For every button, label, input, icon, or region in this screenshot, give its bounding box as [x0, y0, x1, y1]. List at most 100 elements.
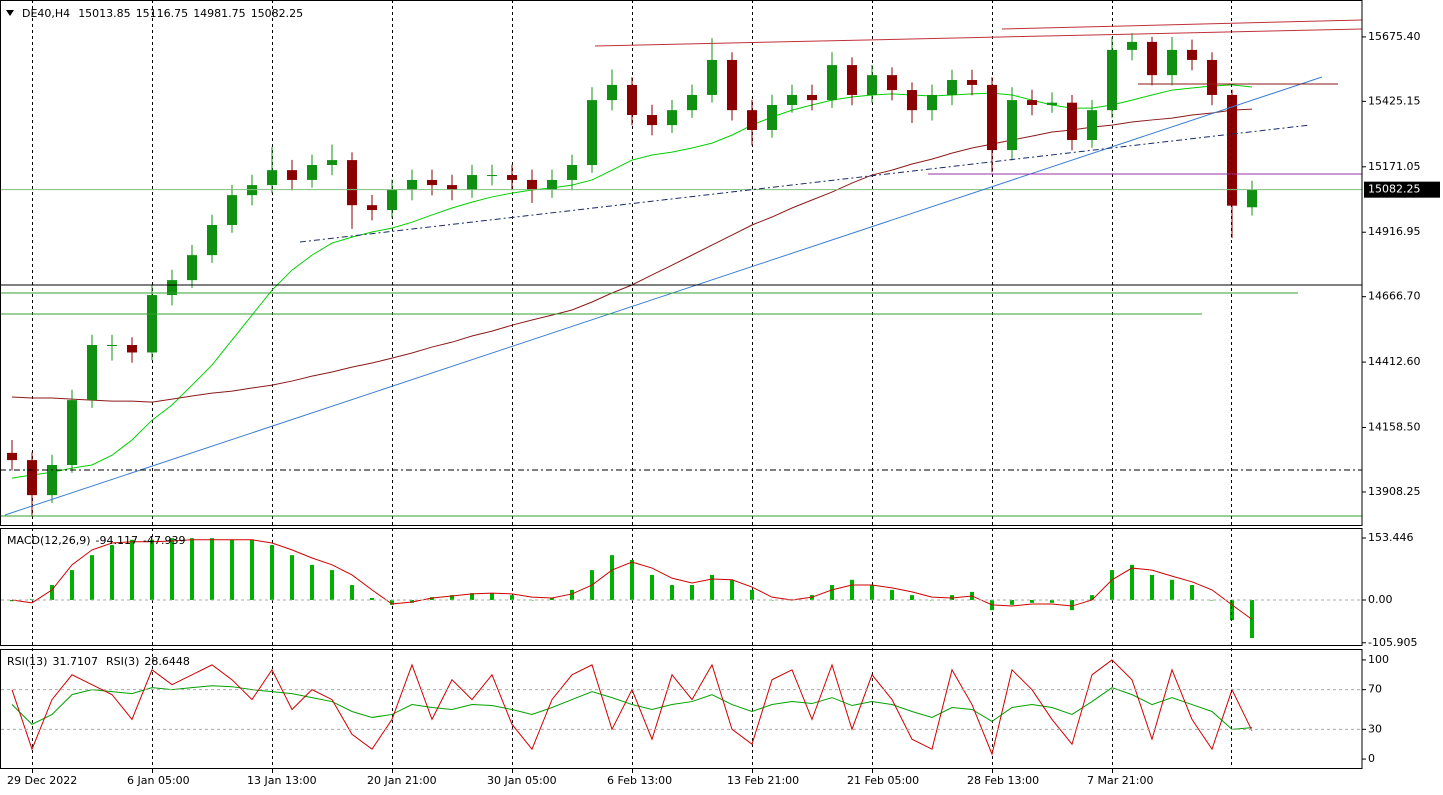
candle-body	[847, 65, 857, 95]
macd-bar	[550, 597, 554, 600]
candle-body	[287, 170, 297, 180]
candle-body	[167, 280, 177, 296]
candle-body	[427, 179, 437, 186]
rsi-name: RSI(13)	[7, 655, 47, 668]
rsi-frame	[0, 649, 1363, 769]
y-tick-label: 15171.05	[1368, 160, 1421, 173]
macd-value: -94.117	[96, 534, 138, 547]
candle-body	[727, 59, 737, 111]
y-tick-label: 13908.25	[1368, 485, 1421, 498]
macd-bar	[1150, 574, 1154, 600]
candle-body	[147, 295, 157, 353]
candle-body	[1027, 100, 1037, 106]
candle-body	[27, 460, 37, 496]
signal-value: -47.939	[143, 534, 185, 547]
candle-body	[1127, 41, 1137, 50]
macd-bar	[870, 585, 874, 600]
macd-bar	[370, 597, 374, 600]
macd-bar	[850, 579, 854, 600]
macd-bar	[730, 579, 734, 600]
macd-bar	[270, 545, 274, 600]
menu-triangle[interactable]	[6, 10, 14, 16]
macd-bar	[50, 585, 54, 600]
candle-body	[707, 59, 717, 95]
rsi-header: RSI(13) 31.7107 RSI(3) 28.6448	[7, 655, 190, 668]
rsi-value: 28.6448	[144, 655, 190, 668]
candle-body	[767, 105, 777, 130]
trend-line	[594, 28, 1363, 47]
macd-bar	[490, 593, 494, 600]
candle-body	[1007, 100, 1017, 151]
candle-body	[947, 80, 957, 95]
y-tick-label: 15425.15	[1368, 94, 1421, 107]
rsi-line	[11, 685, 1253, 730]
candle-body	[107, 345, 117, 347]
macd-bar	[70, 570, 74, 600]
candle-body	[927, 94, 937, 111]
rsi-name: RSI(3)	[106, 655, 139, 668]
x-tick-label: 29 Dec 2022	[7, 774, 77, 787]
x-tick-label: 6 Feb 13:00	[607, 774, 672, 787]
macd-bar	[910, 595, 914, 600]
candle-body	[827, 65, 837, 101]
main-frame	[0, 0, 1363, 526]
candle-body	[227, 195, 237, 226]
macd-bar	[1050, 599, 1054, 603]
macd-bar	[1230, 599, 1234, 621]
candle-body	[367, 205, 377, 211]
trend-line	[4, 76, 1323, 516]
y-tick-label: 70	[1368, 683, 1382, 696]
candle-body	[267, 170, 277, 186]
price-label-box	[1364, 181, 1440, 198]
macd-bar	[890, 589, 894, 600]
candle-body	[1067, 102, 1077, 141]
macd-bar	[450, 595, 454, 600]
macd-bar	[430, 597, 434, 600]
macd-bar	[350, 585, 354, 600]
x-tick-label: 28 Feb 13:00	[967, 774, 1039, 787]
candle-body	[1167, 49, 1177, 76]
x-tick-label: 30 Jan 05:00	[487, 774, 557, 787]
macd-bar	[1030, 599, 1034, 603]
x-tick-label: 13 Feb 21:00	[727, 774, 799, 787]
macd-bar	[610, 555, 614, 600]
candle-body	[1207, 59, 1217, 95]
macd-bar	[690, 585, 694, 600]
y-tick-label: -105.905	[1368, 636, 1417, 649]
candle-body	[1147, 41, 1157, 76]
candle-body	[667, 110, 677, 126]
candle-body	[987, 84, 997, 151]
signal-line	[11, 539, 1253, 620]
candle-body	[567, 165, 577, 180]
macd-bar	[130, 539, 134, 600]
candle-body	[47, 465, 57, 496]
macd-bar	[170, 538, 174, 600]
candle-body	[647, 115, 657, 126]
candle-body	[787, 94, 797, 106]
symbol: DE40,H4	[22, 7, 70, 20]
macd-bar	[290, 555, 294, 600]
macd-bar	[750, 589, 754, 600]
open-value: 15013.85	[78, 7, 131, 20]
y-tick-label: 0	[1368, 752, 1375, 765]
macd-bar	[1010, 599, 1014, 605]
x-tick-label: 13 Jan 13:00	[247, 774, 317, 787]
candle-body	[127, 345, 137, 353]
macd-bar	[570, 589, 574, 600]
high-value: 15116.75	[136, 7, 189, 20]
price-label: 15082.25	[1368, 183, 1421, 196]
candle-body	[1247, 189, 1257, 208]
candle-body	[87, 345, 97, 401]
x-tick-label: 21 Feb 05:00	[847, 774, 919, 787]
macd-frame	[0, 528, 1363, 646]
candle-body	[327, 160, 337, 166]
macd-bar	[230, 539, 234, 600]
candle-body	[1187, 49, 1197, 60]
macd-bar	[1190, 585, 1194, 600]
macd-bar	[1130, 564, 1134, 600]
macd-bar	[110, 545, 114, 600]
macd-bar	[1210, 599, 1214, 601]
macd-bar	[830, 585, 834, 600]
y-tick-label: 30	[1368, 722, 1382, 735]
macd-bar	[1170, 579, 1174, 600]
